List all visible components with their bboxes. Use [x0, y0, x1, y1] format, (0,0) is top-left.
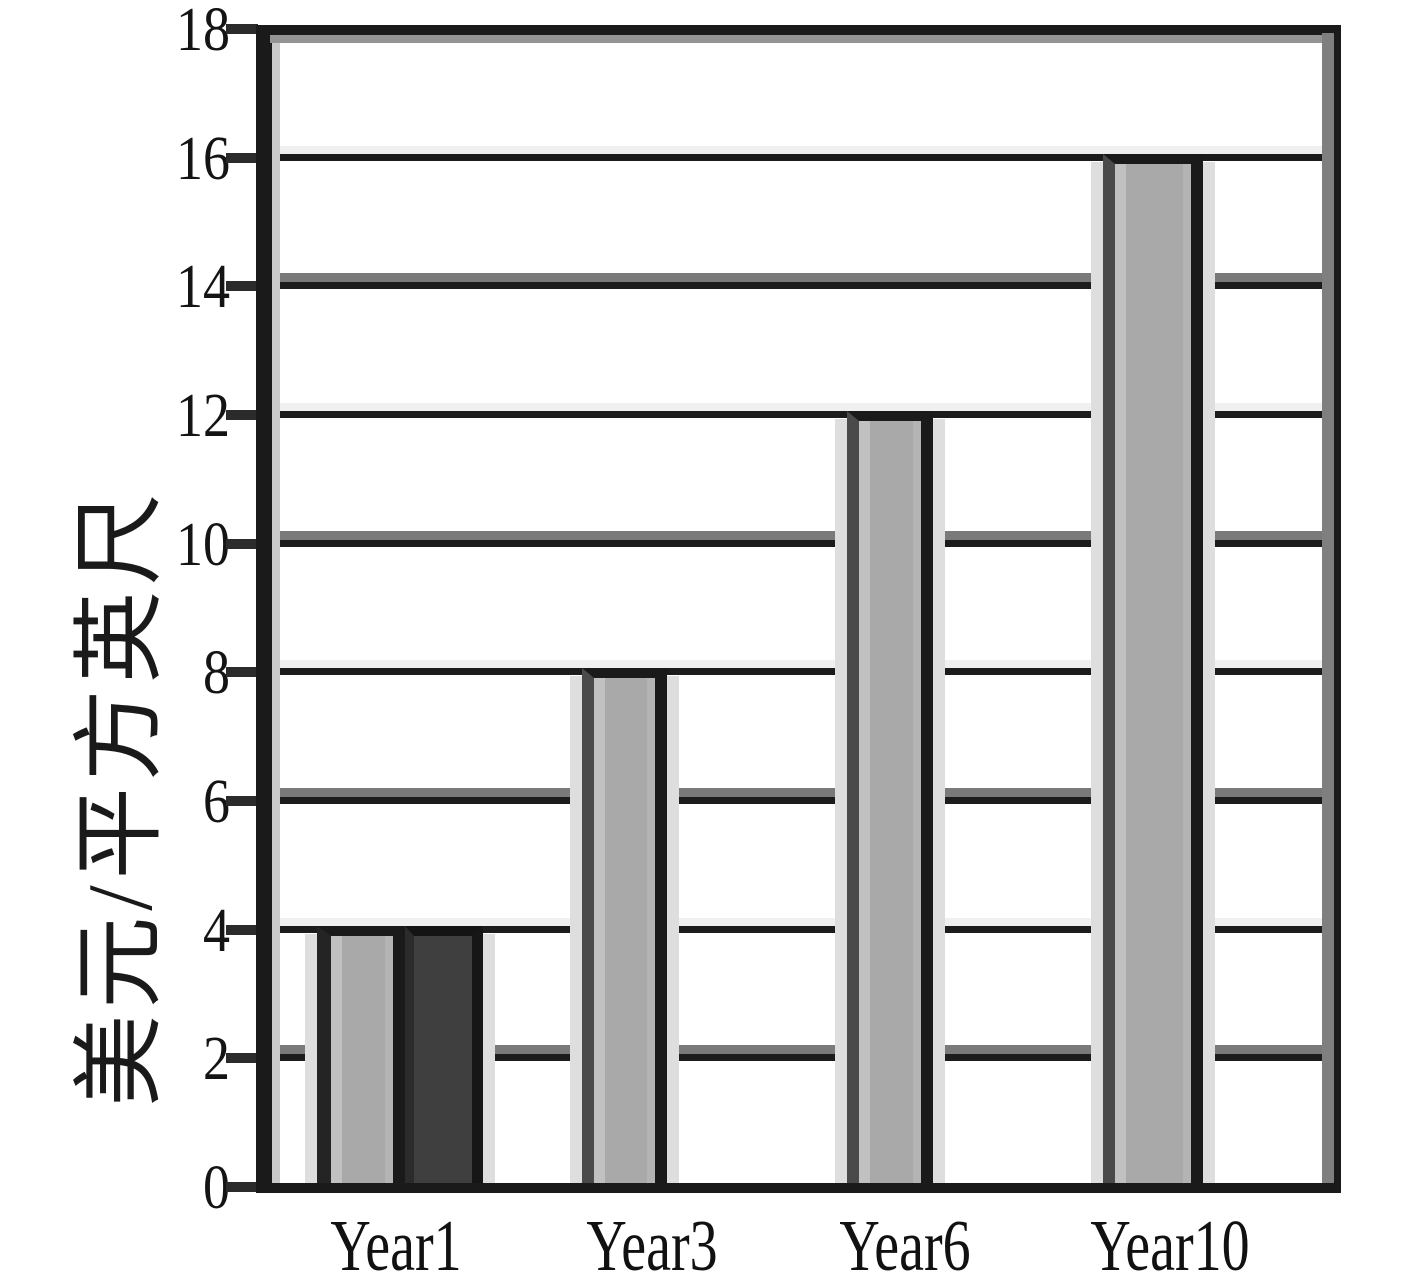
gridline-shadow-14: [270, 273, 1322, 282]
gridline-8: [270, 668, 1322, 675]
bar-year1-dark: [405, 926, 483, 1183]
bar-year1-light: [317, 926, 405, 1183]
y-tick-10: [226, 539, 258, 549]
y-tick-label-2: 2: [203, 1023, 230, 1093]
y-tick-8: [226, 667, 258, 677]
y-tick-16: [226, 153, 258, 163]
bar-glow-right-year1: [483, 934, 495, 1183]
gridline-10: [270, 540, 1322, 547]
y-tick-14: [226, 281, 258, 291]
y-tick-label-16: 16: [176, 123, 230, 193]
bar-glow-right-year10: [1203, 162, 1215, 1183]
bar-glow-left-year10: [1091, 162, 1103, 1183]
gridline-4: [270, 926, 1322, 933]
gridline-shadow-8: [270, 660, 1322, 668]
gridline-12: [270, 411, 1322, 418]
y-tick-label-14: 14: [176, 251, 230, 321]
y-tick-18: [226, 24, 258, 34]
y-tick-label-18: 18: [176, 0, 230, 64]
frame-bottom: [256, 1183, 1341, 1193]
x-label-year3: Year3: [586, 1206, 718, 1275]
frame-right-shadow: [1322, 33, 1334, 1183]
gridline-16: [270, 154, 1322, 161]
y-tick-2: [226, 1053, 258, 1063]
y-tick-label-8: 8: [203, 637, 230, 707]
gridline-shadow-2: [270, 1045, 1322, 1054]
bar-year6-light: [847, 411, 933, 1183]
bar-glow-left-year6: [835, 419, 847, 1183]
y-tick-label-0: 0: [203, 1152, 230, 1222]
x-label-year10: Year10: [1090, 1206, 1250, 1275]
bar-glow-right-year3: [667, 676, 679, 1183]
axis-left-shadow: [272, 43, 280, 1183]
frame-right: [1334, 25, 1341, 1193]
gridline-shadow-6: [270, 788, 1322, 797]
y-tick-6: [226, 796, 258, 806]
gridline-2: [270, 1054, 1322, 1061]
bar-glow-left-year1: [305, 934, 317, 1183]
gridline-shadow-16: [270, 146, 1322, 154]
bar-glow-right-year6: [933, 419, 945, 1183]
gridline-6: [270, 797, 1322, 804]
y-tick-4: [226, 925, 258, 935]
gridline-shadow-12: [270, 403, 1322, 411]
bar-year10-light: [1103, 154, 1203, 1183]
plot-area: [256, 25, 1341, 1193]
y-tick-label-6: 6: [203, 766, 230, 836]
gridline-shadow-10: [270, 531, 1322, 540]
frame-top-shadow: [270, 35, 1334, 43]
y-tick-label-4: 4: [203, 895, 230, 965]
frame-top: [256, 25, 1341, 35]
y-tick-label-10: 10: [176, 509, 230, 579]
bar-year3-light: [582, 668, 667, 1183]
gridline-shadow-4: [270, 918, 1322, 926]
gridline-14: [270, 282, 1322, 289]
x-label-year1: Year1: [330, 1206, 462, 1275]
axis-left: [256, 25, 272, 1193]
y-tick-0: [226, 1182, 258, 1192]
x-label-year6: Year6: [839, 1206, 971, 1275]
y-tick-12: [226, 410, 258, 420]
bar-glow-left-year3: [570, 676, 582, 1183]
y-tick-label-12: 12: [176, 380, 230, 450]
